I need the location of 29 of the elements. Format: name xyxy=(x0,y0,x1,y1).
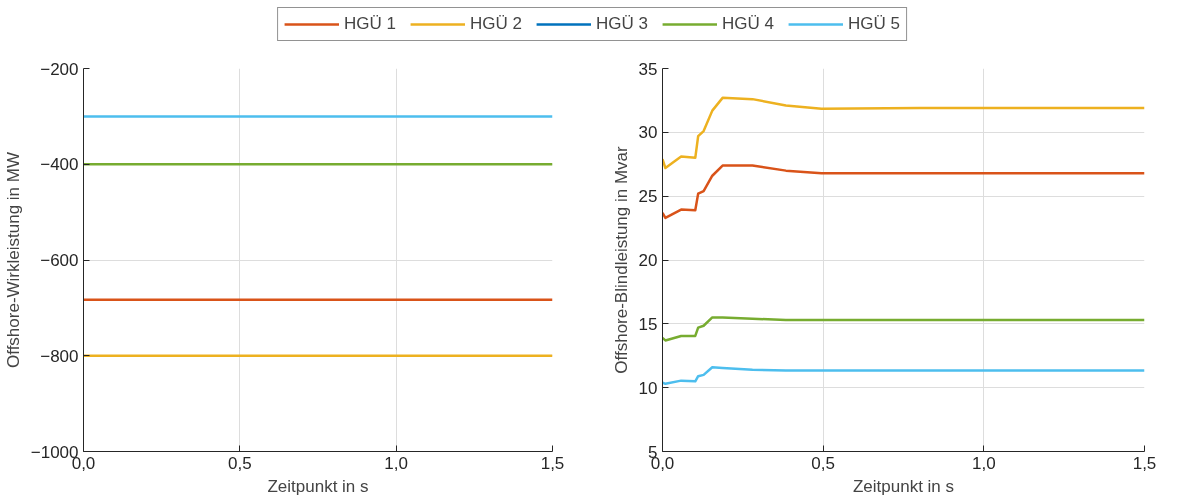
legend-label: HGÜ 5 xyxy=(847,14,900,34)
y-tick-label: 30 xyxy=(638,123,658,143)
x-tick-label: 1,5 xyxy=(1132,453,1157,473)
x-tick-label: 0,5 xyxy=(811,453,835,473)
legend-label: HGÜ 2 xyxy=(470,14,523,34)
x-axis-title: Zeitpunkt in s xyxy=(267,476,369,496)
line-series xyxy=(662,96,1145,170)
y-tick-label: 35 xyxy=(638,59,658,79)
y-tick-label: −400 xyxy=(40,155,79,175)
line-series xyxy=(662,365,1145,386)
x-tick-label: 0,5 xyxy=(228,453,252,473)
y-axis-title: Offshore-Wirkleistung in MW xyxy=(3,151,23,369)
y-tick-label: −600 xyxy=(40,251,79,270)
x-axis-title: Zeitpunkt in s xyxy=(852,476,955,496)
y-tick-label: 20 xyxy=(638,251,658,270)
line-series xyxy=(662,164,1145,220)
y-axis-title: Offshore-Blindleistung in Mvar xyxy=(611,145,631,374)
legend-label: HGÜ 4 xyxy=(721,14,774,34)
x-tick-label: 1,0 xyxy=(384,453,408,473)
legend-label: HGÜ 1 xyxy=(344,14,397,34)
y-tick-label: 15 xyxy=(638,314,658,334)
y-tick-label: 10 xyxy=(638,378,658,398)
y-tick-label: −800 xyxy=(40,346,79,366)
x-tick-label: 1,5 xyxy=(540,453,565,473)
x-tick-label: 1,0 xyxy=(972,453,996,473)
y-tick-label: 25 xyxy=(638,187,658,207)
legend-label: HGÜ 3 xyxy=(596,14,648,34)
line-series xyxy=(662,316,1145,342)
y-tick-label: −200 xyxy=(40,59,79,79)
